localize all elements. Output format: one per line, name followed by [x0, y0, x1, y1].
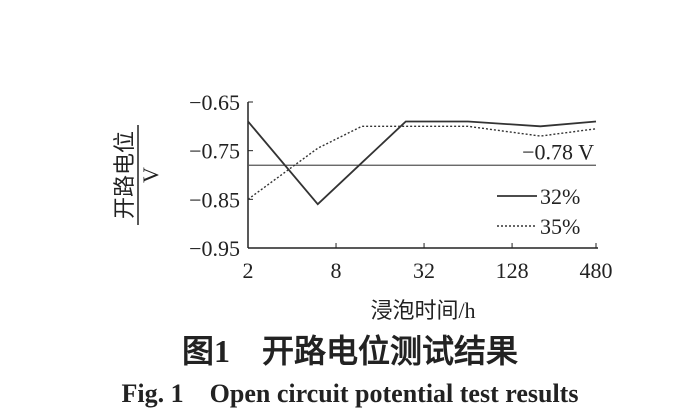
reference-label: −0.78 V — [522, 139, 594, 164]
y-tick-label: −0.75 — [189, 139, 240, 164]
x-tick-label: 8 — [331, 258, 342, 283]
x-tick-label: 32 — [413, 258, 435, 283]
x-axis-title: 浸泡时间/h — [370, 298, 475, 323]
legend-label: 35% — [540, 214, 580, 239]
x-tick-label: 2 — [243, 258, 254, 283]
caption-en: Fig. 1 Open circuit potential test resul… — [122, 379, 579, 408]
y-unit: V — [138, 167, 163, 183]
series-line — [247, 120, 597, 206]
y-tick-label: −0.95 — [189, 236, 240, 261]
y-label: 开路电位 — [112, 131, 137, 219]
legend-label: 32% — [540, 184, 580, 209]
x-tick-label: 128 — [496, 258, 529, 283]
y-tick-label: −0.85 — [189, 187, 240, 212]
x-tick-label: 480 — [580, 258, 613, 283]
y-axis-title: 开路电位 V — [112, 125, 163, 225]
y-tick-label: −0.65 — [189, 90, 240, 115]
caption-cn: 图1 开路电位测试结果 — [182, 333, 518, 369]
